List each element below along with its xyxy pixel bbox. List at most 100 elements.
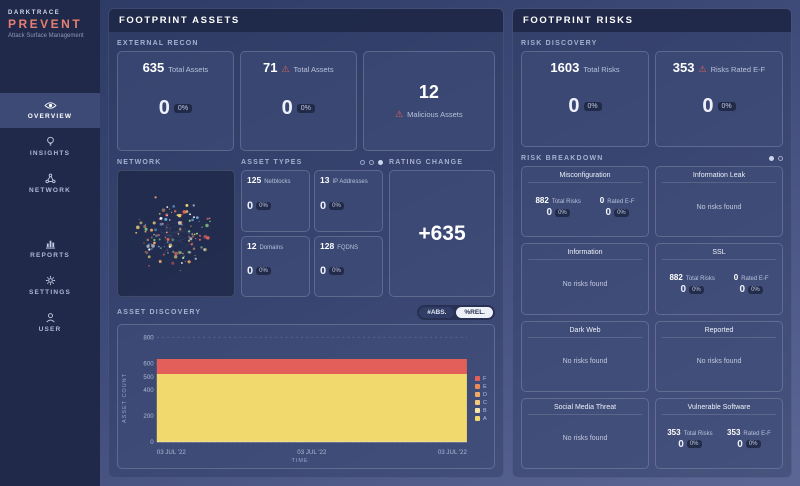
risk-card-title: Dark Web — [528, 327, 642, 338]
stat-delta: 0 — [739, 284, 746, 296]
stat-value: 353 — [667, 427, 681, 437]
abs-toggle-button[interactable]: #ABS. — [419, 307, 455, 318]
no-risks-text: No risks found — [696, 203, 742, 211]
carousel-dot[interactable] — [778, 156, 783, 161]
rating-change-card[interactable]: +635 — [389, 170, 495, 297]
stat-delta: 0 — [678, 438, 684, 450]
main-content: FOOTPRINT ASSETS EXTERNAL RECON 635 Tota… — [100, 0, 800, 486]
domains-value: 12 — [247, 240, 257, 251]
risk-card-social-media-threat[interactable]: Social Media Threat No risks found — [521, 397, 649, 469]
nav-label-insights: INSIGHTS — [29, 150, 71, 157]
risks-rated-ef-card[interactable]: 353 ⚠ Risks Rated E-F 0 0% — [655, 51, 783, 147]
risk-card-reported[interactable]: Reported No risks found — [655, 320, 783, 392]
app-logo: DARKTRACE PREVENT Attack Surface Managem… — [0, 0, 100, 45]
legend-label: E — [483, 383, 487, 390]
risk-card-title: SSL — [662, 249, 776, 261]
carousel-dot[interactable] — [369, 160, 374, 165]
asset-discovery-chart[interactable]: 0 200 400 500 600 800 03 JUL '22 03 JUL '22 03 J… — [130, 331, 470, 457]
risk-card-title: Misconfiguration — [528, 172, 642, 183]
carousel-dot[interactable] — [378, 160, 383, 165]
asset-types-grid: 125 Netblocks 0 0% 13 IP Addresses 0 0% 12 Do… — [241, 170, 383, 297]
legend-swatch — [475, 400, 481, 405]
product-tagline: Attack Surface Management — [8, 33, 84, 39]
total-assets-delta-pct: 0% — [173, 104, 193, 113]
legend-item-e[interactable]: E — [475, 384, 487, 390]
sidebar-item-network[interactable]: NETWORK — [0, 165, 100, 202]
risks-rated-ef-label: Risks Rated E-F — [710, 65, 766, 74]
total-risks-card[interactable]: 1603 Total Risks 0 0% — [521, 51, 649, 147]
svg-text:400: 400 — [143, 387, 154, 394]
stat-delta: 0 — [680, 284, 687, 296]
no-risks-text: No risks found — [696, 358, 742, 366]
total-risks-label: Total Risks — [583, 65, 620, 74]
warning-icon: ⚠ — [395, 109, 404, 119]
risk-card-title: Social Media Threat — [528, 404, 642, 415]
sidebar-item-settings[interactable]: SETTINGS — [0, 267, 100, 304]
fqdns-delta: 0 — [320, 265, 327, 278]
gear-icon — [45, 275, 56, 286]
stat-label: Rated E-F — [607, 199, 635, 206]
risk-card-information[interactable]: Information No risks found — [521, 243, 649, 315]
legend-item-a[interactable]: A — [475, 416, 487, 422]
legend-label: F — [483, 375, 487, 382]
external-recon-cards: 635 Total Assets 0 0% 71 ⚠ Total Assets — [117, 51, 495, 151]
total-assets-card[interactable]: 635 Total Assets 0 0% — [117, 51, 234, 151]
footprint-assets-panel: FOOTPRINT ASSETS EXTERNAL RECON 635 Tota… — [108, 8, 504, 478]
malicious-assets-card[interactable]: 12 ⚠ Malicious Assets — [362, 51, 495, 151]
domains-card[interactable]: 12 Domains 0 0% — [241, 235, 310, 297]
network-graph[interactable] — [117, 170, 235, 297]
sidebar-item-user[interactable]: USER — [0, 304, 100, 341]
nav-label-settings: SETTINGS — [28, 289, 72, 296]
ip-addresses-value: 13 — [320, 175, 330, 185]
stat-delta-pct: 0% — [745, 440, 761, 449]
carousel-dot[interactable] — [769, 156, 774, 161]
svg-text:500: 500 — [143, 374, 154, 381]
legend-item-d[interactable]: D — [475, 392, 487, 398]
lightbulb-icon — [46, 136, 55, 147]
risk-card-vulnerable-software[interactable]: Vulnerable Software 353 Total Risks 0 0% 3… — [655, 397, 783, 469]
asset-discovery-label: ASSET DISCOVERY — [117, 309, 202, 316]
bar-chart-icon — [45, 238, 56, 249]
legend-item-c[interactable]: C — [475, 400, 487, 406]
legend-item-b[interactable]: B — [475, 408, 487, 414]
chart-x-axis-label: TIME — [291, 458, 309, 464]
risk-breakdown-carousel-dots — [769, 156, 783, 161]
stat-delta: 0 — [546, 207, 553, 219]
chart-y-axis-label: ASSET COUNT — [122, 373, 128, 424]
flagged-assets-card[interactable]: 71 ⚠ Total Assets 0 0% — [239, 51, 357, 151]
risk-card-title: Information — [528, 249, 642, 261]
assets-panel-title: FOOTPRINT ASSETS — [109, 9, 503, 32]
stat-label: Rated E-F — [743, 430, 771, 437]
sidebar-item-insights[interactable]: INSIGHTS — [0, 128, 100, 165]
ip-addresses-card[interactable]: 13 IP Addresses 0 0% — [314, 170, 383, 232]
asset-discovery-chart-card: ASSET COUNT 0 200 400 500 600 800 03 JUL '22 03… — [117, 324, 495, 469]
rel-toggle-button[interactable]: %REL. — [456, 307, 493, 318]
carousel-dot[interactable] — [360, 160, 365, 165]
stat-delta: 0 — [605, 207, 612, 219]
svg-text:600: 600 — [143, 361, 154, 368]
total-assets-value: 635 — [142, 60, 165, 75]
ip-addresses-label: IP Addresses — [332, 179, 368, 185]
risk-card-misconfiguration[interactable]: Misconfiguration 882 Total Risks 0 0% 0 Rat… — [521, 166, 649, 238]
flagged-assets-delta-pct: 0% — [296, 104, 315, 113]
svg-text:03 JUL '22: 03 JUL '22 — [438, 449, 468, 456]
risk-breakdown-grid: Misconfiguration 882 Total Risks 0 0% 0 Rat… — [521, 166, 783, 469]
no-risks-text: No risks found — [562, 358, 608, 366]
legend-label: A — [483, 415, 487, 422]
risk-card-ssl[interactable]: SSL 882 Total Risks 0 0% 0 Rated E-F 0 0% — [655, 243, 783, 315]
risk-card-dark-web[interactable]: Dark Web No risks found — [521, 320, 649, 392]
netblocks-delta: 0 — [247, 199, 254, 212]
user-icon — [45, 312, 56, 323]
sidebar-item-reports[interactable]: REPORTS — [0, 230, 100, 267]
legend-item-f[interactable]: F — [475, 376, 487, 382]
chart-mode-toggle: #ABS. %REL. — [417, 305, 495, 320]
footprint-risks-panel: FOOTPRINT RISKS RISK DISCOVERY 1603 Tota… — [512, 8, 792, 478]
fqdns-card[interactable]: 128 FQDNS 0 0% — [314, 235, 383, 297]
flagged-assets-value: 71 — [263, 60, 278, 75]
fqdns-label: FQDNS — [337, 244, 359, 251]
netblocks-card[interactable]: 125 Netblocks 0 0% — [241, 170, 310, 232]
risk-card-information-leak[interactable]: Information Leak No risks found — [655, 166, 783, 238]
sidebar-item-overview[interactable]: OVERVIEW — [0, 93, 100, 128]
svg-text:03 JUL '22: 03 JUL '22 — [157, 449, 187, 456]
